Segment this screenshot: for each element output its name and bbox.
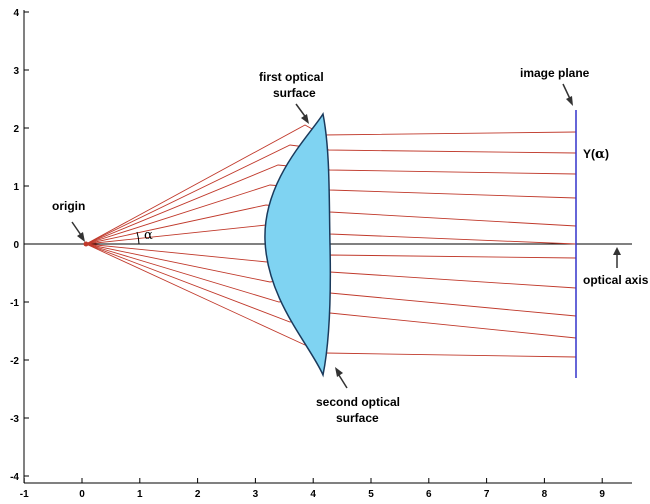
y-alpha-suffix: ) [605,147,609,161]
y-tick-label: 1 [13,182,19,193]
y-tick-label: -2 [10,356,19,367]
light-ray [85,204,577,245]
x-tick-label: 6 [426,489,432,500]
second-surface-arrow [335,367,348,389]
x-tick-label: 8 [542,489,548,500]
optical-axis-arrow [613,247,621,268]
optical-axis-label: optical axis [583,273,649,287]
x-tick-label: 9 [599,489,605,500]
y-alpha-label: Y(α) [583,147,609,162]
image-plane-label: image plane [520,66,590,80]
y-tick-label: 3 [13,66,19,77]
light-ray [85,184,577,245]
y-axis-ticks: 4 3 2 1 0 -1 -2 -3 -4 [10,8,29,483]
origin-label: origin [52,199,85,213]
y-tick-label: 2 [13,124,19,135]
x-tick-label: 7 [484,489,490,500]
x-tick-label: 0 [79,489,85,500]
lens [264,111,332,378]
y-tick-label: -3 [10,414,19,425]
light-ray [85,144,577,245]
y-tick-label: -4 [10,472,19,483]
y-tick-label: -1 [10,298,19,309]
x-tick-label: -1 [20,489,29,500]
x-tick-label: 2 [195,489,201,500]
y-alpha-prefix: Y( [583,147,595,161]
light-ray [85,243,577,339]
x-axis-ticks: -1 0 1 2 3 4 5 6 7 8 9 [20,478,605,500]
light-ray [85,124,577,245]
alpha-arc [136,231,140,245]
second-surface-label-line2: surface [336,411,379,425]
y-alpha-symbol: α [595,147,605,162]
x-tick-label: 5 [368,489,374,500]
first-surface-label-line1: first optical [259,70,324,84]
image-plane-arrow [562,83,573,106]
first-surface-label-line2: surface [273,86,316,100]
alpha-label: α [144,228,153,243]
y-tick-label: 4 [13,8,19,19]
x-tick-label: 4 [310,489,316,500]
origin-arrow [71,221,85,242]
origin-point [83,241,89,247]
y-tick-label: 0 [13,240,19,251]
light-rays [85,124,577,358]
second-surface-label-line1: second optical [316,395,400,409]
first-surface-arrow [295,103,309,124]
x-tick-label: 3 [253,489,259,500]
x-tick-label: 1 [137,489,143,500]
